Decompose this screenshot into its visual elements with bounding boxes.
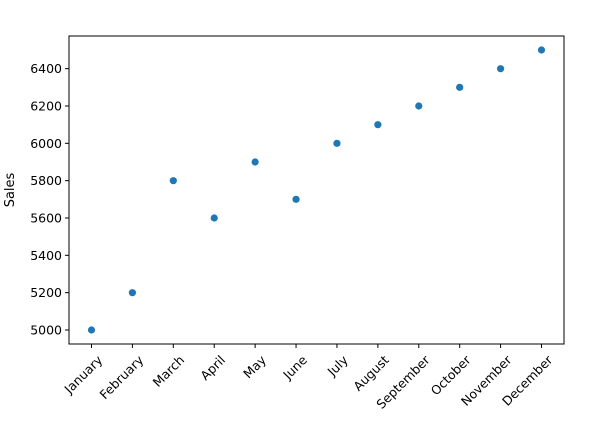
y-tick-label: 5600 [30,211,62,226]
data-point [210,214,218,222]
x-tick-label: July [324,352,352,380]
y-tick-label: 5400 [30,248,62,263]
y-axis-label: Sales [3,172,18,207]
y-tick-label: 5800 [30,173,62,188]
data-point [537,46,546,54]
x-tick-label: February [97,352,147,402]
data-point [128,289,137,297]
y-tick-label: 5000 [30,323,62,338]
x-tick-label: May [240,352,269,381]
plot-area-frame [68,35,565,345]
y-tick-label: 6400 [30,61,62,76]
x-tick-label: June [279,352,310,383]
data-point [456,83,464,91]
y-tick-label: 5200 [30,285,62,300]
data-point [292,195,300,203]
y-tick-label: 6200 [30,99,62,114]
data-point [87,326,96,334]
data-points [87,46,546,334]
data-point [415,102,423,110]
x-tick-label: March [150,352,188,390]
data-point [251,158,259,166]
data-point [169,177,177,185]
data-point [374,121,382,129]
y-ticks: 5000 5200 5400 5600 5800 6000 6200 6400 [30,61,69,338]
data-point [496,65,505,73]
y-tick-label: 6000 [30,136,62,151]
data-point [333,139,341,147]
x-tick-label: April [197,352,228,383]
